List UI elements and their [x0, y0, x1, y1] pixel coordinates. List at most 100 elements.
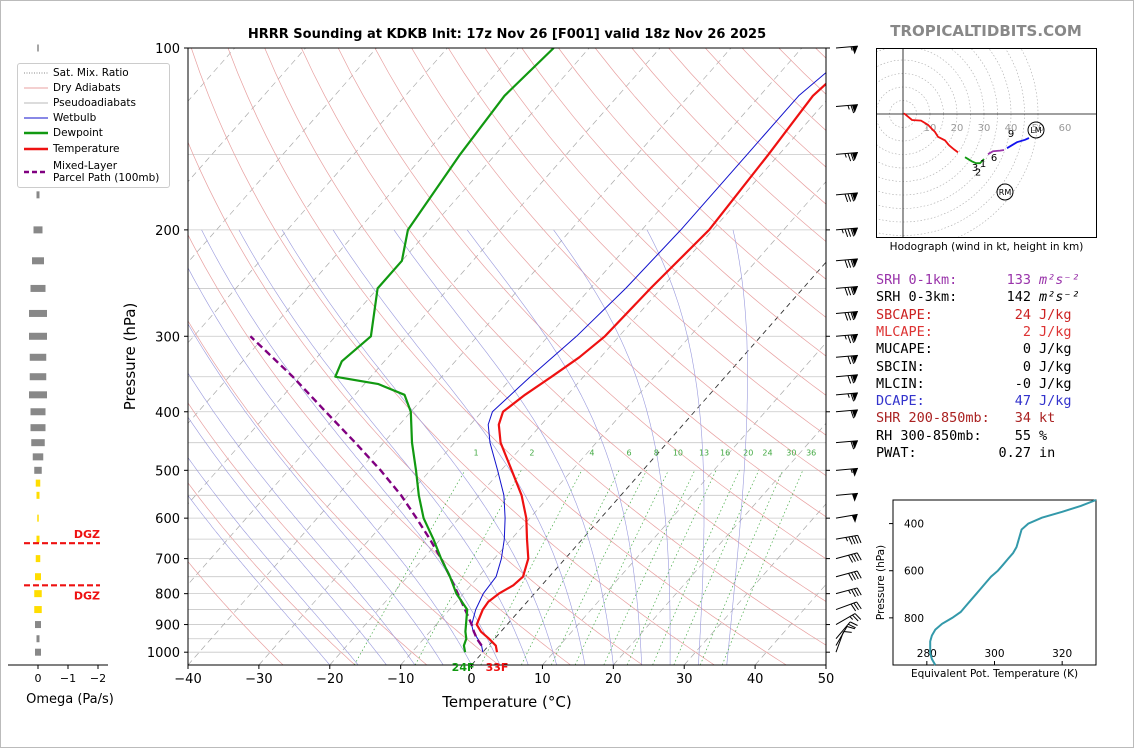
wind-barb-flag	[844, 259, 849, 268]
mixing-ratio-label: 8	[654, 448, 659, 457]
wind-barb-flag	[853, 588, 859, 597]
wind-barb-flag	[847, 623, 856, 629]
wind-barb	[835, 392, 858, 402]
dry-adiabat	[188, 561, 284, 665]
theta-e-y-label: Pressure (hPa)	[875, 545, 887, 620]
hodograph-ring-label: 30	[978, 123, 991, 134]
wind-barb-pennant	[851, 258, 858, 268]
y-tick-label: 100	[155, 42, 180, 57]
legend-label: Sat. Mix. Ratio	[53, 67, 129, 79]
theta-e-x-tick-label: 320	[1052, 648, 1072, 660]
stat-label: RH 300-850mb:	[876, 427, 982, 444]
mixing-ratio-line	[414, 470, 522, 665]
x-tick-label: 20	[605, 672, 622, 687]
omega-bar	[37, 514, 39, 522]
wind-barb	[835, 492, 858, 502]
wind-barb-half	[847, 393, 850, 398]
stat-value: 142	[1006, 289, 1031, 306]
dry-adiabat	[188, 141, 643, 665]
stat-unit: J/kg	[1039, 393, 1072, 410]
wind-barb-flag	[844, 312, 849, 321]
pseudoadiabat	[188, 323, 444, 665]
stat-unit: J/kg	[1039, 306, 1072, 323]
stat-row: SBCIN: 0 J/kg	[876, 359, 1091, 376]
x-tick-label: −20	[316, 672, 343, 687]
wind-barb-shaft	[835, 534, 858, 540]
hodograph-ring-label: 20	[951, 123, 964, 134]
y-tick-label: 300	[155, 330, 180, 345]
legend-item-dry: Dry Adiabats	[24, 82, 121, 97]
wind-barb-flag	[848, 536, 853, 545]
stat-label: SBCAPE:	[876, 306, 933, 323]
stat-unit: in	[1039, 445, 1056, 461]
wind-barb-flag	[850, 375, 855, 384]
stat-label: DCAPE:	[876, 393, 925, 410]
plot-area: 1 2 4 6 8 10 13 16 20 24 30 36	[188, 48, 826, 665]
wind-barb-pennant	[851, 440, 858, 450]
omega-bar	[32, 257, 44, 265]
wind-barb	[835, 151, 858, 162]
hodograph-height-label: 2	[975, 168, 981, 179]
hodograph-ring-label: 10	[924, 123, 937, 134]
dry-adiabat	[484, 48, 826, 396]
pseudoadiabat	[188, 372, 416, 665]
legend-label: Temperature	[53, 143, 120, 155]
wind-barb-flag	[849, 621, 858, 626]
hodograph-rm-label: RM	[999, 188, 1012, 197]
stat-unit: J/kg	[1039, 358, 1072, 375]
omega-bar	[35, 648, 41, 656]
legend-item-wetbulb: Wetbulb	[24, 112, 96, 127]
y-tick-label: 1000	[147, 646, 180, 661]
mixing-ratio-line	[652, 470, 740, 665]
hodograph-trace	[903, 112, 959, 154]
hodograph-trace	[964, 156, 985, 165]
wind-barb-flag	[850, 311, 855, 321]
wind-barb-flag	[856, 552, 862, 561]
wind-barb	[835, 601, 862, 612]
pseudoadiabat	[281, 229, 557, 665]
wind-barb-pennant	[851, 104, 858, 113]
wind-barb	[835, 513, 858, 523]
omega-bar	[30, 284, 46, 292]
wind-barb-flag	[853, 553, 859, 562]
wind-barb-pennant	[851, 355, 858, 364]
isotherm	[542, 342, 826, 665]
wind-barb-flag	[844, 287, 849, 296]
stat-value: -0	[1014, 375, 1031, 392]
dry-adiabat	[337, 48, 826, 560]
wind-barb-flag	[847, 356, 852, 365]
omega-bar	[31, 439, 45, 447]
stat-label: SRH 0-3km:	[876, 289, 958, 306]
stat-value: 24	[1014, 306, 1031, 323]
wind-barb-pennant	[851, 514, 858, 523]
x-tick-label: 30	[676, 672, 693, 687]
isotherm	[188, 48, 661, 585]
legend-item-temperature: Temperature	[24, 143, 120, 158]
wind-barb-shaft	[835, 613, 856, 625]
x-tick-label: 0	[467, 672, 475, 687]
wind-barb-pennant	[851, 46, 858, 55]
y-tick-label: 600	[155, 512, 180, 527]
hodograph-lm-label: LM	[1030, 126, 1041, 135]
stat-value: 0	[1022, 358, 1031, 375]
hodograph-ring-label: 60	[1059, 123, 1072, 134]
wind-barb	[835, 440, 858, 450]
isotherm	[471, 261, 826, 665]
stat-unit: J/kg	[1039, 341, 1072, 358]
x-tick-label: −40	[174, 672, 201, 687]
omega-x-label: Omega (Pa/s)	[26, 692, 114, 707]
wind-barb	[835, 552, 862, 563]
hodograph-title: Hodograph (wind in kt, height in km)	[889, 241, 1084, 253]
wind-barb	[835, 227, 858, 238]
pseudoadiabat	[466, 229, 642, 665]
stat-value: 133	[1006, 272, 1031, 288]
mixing-ratio-label: 13	[699, 448, 709, 457]
dry-adiabat	[521, 48, 826, 357]
stat-row: PWAT: 0.27 in	[876, 445, 1091, 462]
hodograph-trace	[1006, 137, 1030, 149]
stat-label: MUCAPE:	[876, 341, 933, 358]
wind-barb	[835, 104, 858, 114]
pseudoadiabat	[188, 416, 387, 665]
legend-label: Mixed-Layer Parcel Path (100mb)	[53, 160, 160, 184]
wind-barb-pennant	[851, 374, 858, 384]
